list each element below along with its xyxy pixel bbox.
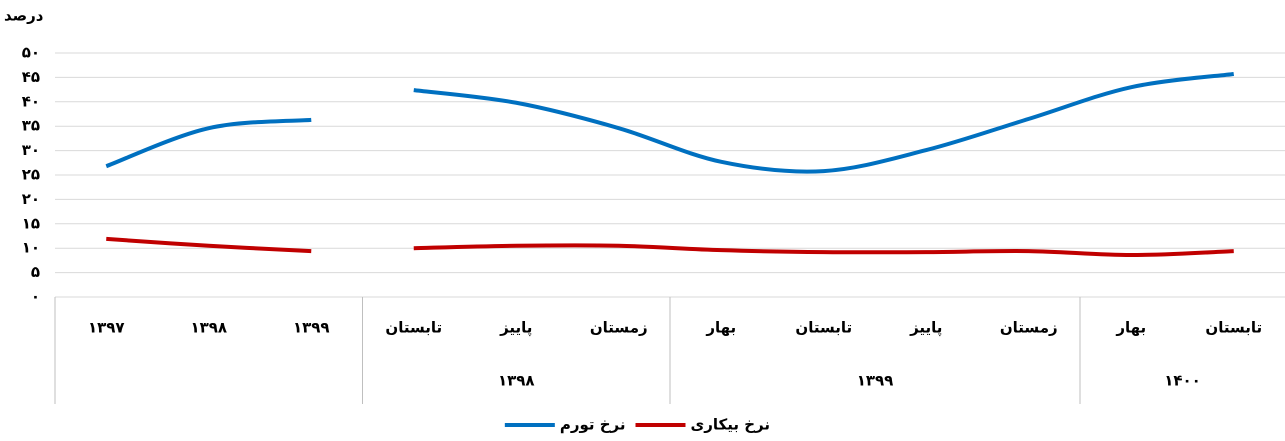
y-tick-label: ۰ <box>31 288 40 306</box>
group-label: ۱۳۹۹ <box>857 372 894 390</box>
x-tick-label: پاییز <box>909 319 942 338</box>
series-line <box>105 117 312 169</box>
legend-label: نرخ تورم <box>560 416 626 434</box>
y-tick-label: ۱۵ <box>22 214 40 232</box>
y-tick-label: ۴۵ <box>22 68 40 86</box>
y-tick-label: ۵ <box>31 263 40 281</box>
y-tick-label: ۳۵ <box>22 117 40 135</box>
y-axis-label: درصد <box>4 7 44 25</box>
series-line <box>413 243 1234 258</box>
y-tick-label: ۴۰ <box>22 92 40 110</box>
x-tick-label: ۱۳۹۸ <box>190 319 227 337</box>
series-line <box>413 72 1235 174</box>
y-tick-label: ۲۰ <box>22 190 40 208</box>
group-label: ۱۳۹۸ <box>498 372 535 390</box>
x-tick-label: تابستان <box>795 319 852 337</box>
series-line <box>106 236 312 254</box>
x-tick-label: تابستان <box>1205 319 1262 337</box>
y-tick-label: ۲۵ <box>22 166 40 184</box>
x-tick-label: تابستان <box>385 319 442 337</box>
x-tick-label: بهار <box>1115 319 1146 337</box>
legend-label: نرخ بیکاری <box>691 416 771 434</box>
y-tick-label: ۳۰ <box>22 141 40 159</box>
x-tick-label: ۱۳۹۷ <box>88 319 125 337</box>
x-tick-label: ۱۳۹۹ <box>293 319 330 337</box>
x-tick-label: زمستان <box>590 319 648 337</box>
x-tick-label: زمستان <box>1000 319 1058 337</box>
y-tick-label: ۱۰ <box>22 239 40 257</box>
y-tick-label: ۵۰ <box>22 44 40 62</box>
x-tick-label: پاییز <box>499 319 532 338</box>
x-tick-label: بهار <box>705 319 736 337</box>
group-label: ۱۴۰۰ <box>1164 372 1201 390</box>
